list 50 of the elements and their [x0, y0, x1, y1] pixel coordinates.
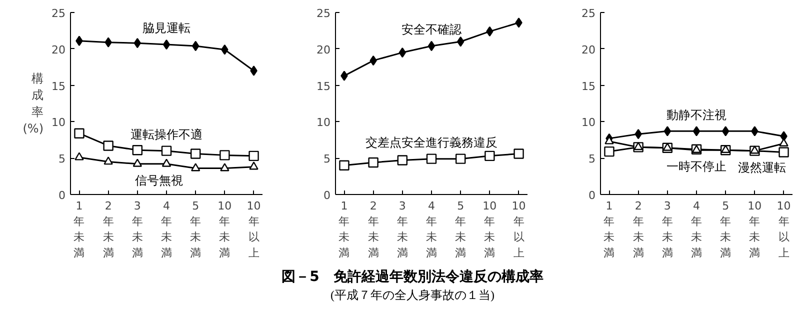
x-tick-label: 2年未満 — [632, 200, 644, 260]
x-tick-label: 3年未満 — [396, 200, 408, 260]
x-tick-label: 2年未満 — [102, 200, 114, 260]
series-label: 動静不注視 — [666, 108, 726, 122]
text: (平成７年の全人身事故の１当) — [330, 287, 496, 304]
x-tick-label: 3年未満 — [132, 200, 143, 260]
y-tick-label: 0 — [588, 189, 596, 202]
y-axis-title: 構成率(%) — [22, 71, 44, 136]
y-tick-label: 5 — [58, 152, 66, 166]
x-tick-label: 3年未満 — [662, 200, 673, 260]
x-tick-label: 4年未満 — [426, 200, 437, 260]
x-tick-label: 10年未満 — [482, 200, 497, 260]
y-tick-label: 5 — [324, 152, 330, 166]
y-tick-label: 0 — [58, 189, 66, 202]
x-tick-label: 10年以上 — [246, 200, 261, 260]
series-label: 一時不停止 — [666, 159, 726, 174]
y-tick-label: 10 — [316, 116, 331, 130]
text: 図－5 免許経過年数別法令違反の構成率 — [282, 268, 544, 287]
y-tick-label: 25 — [582, 7, 596, 20]
x-tick-label: 4年未満 — [161, 200, 172, 260]
y-tick-label: 20 — [52, 43, 66, 56]
y-tick-label: 20 — [582, 43, 596, 56]
series-label: 信号無視 — [135, 173, 184, 188]
y-tick-label: 10 — [582, 116, 596, 130]
x-tick-label: 2年未満 — [368, 200, 379, 260]
y-tick-label: 15 — [582, 80, 596, 93]
series-label: 運転操作不適 — [130, 127, 202, 142]
y-tick-label: 10 — [52, 116, 66, 130]
x-tick-label: 4年未満 — [691, 200, 702, 260]
series-label: 脇見運転 — [142, 21, 190, 36]
x-tick-label: 1年未満 — [74, 200, 85, 260]
series-label: 交差点安全進行義務違反 — [366, 135, 498, 150]
x-tick-label: 5年未満 — [455, 200, 466, 260]
y-tick-label: 15 — [52, 80, 66, 93]
y-tick-label: 25 — [316, 7, 331, 20]
x-tick-label: 10年未満 — [218, 200, 232, 260]
x-tick-label: 5年未満 — [190, 200, 202, 260]
y-tick-label: 0 — [324, 189, 330, 202]
x-tick-label: 10年以上 — [512, 200, 526, 260]
y-tick-label: 5 — [588, 152, 596, 166]
x-tick-label: 10年未満 — [748, 200, 762, 260]
series-label: 漫然運転 — [738, 160, 786, 175]
y-tick-label: 25 — [52, 7, 66, 20]
series-label: 安全不確認 — [402, 22, 462, 37]
x-tick-label: 1年未満 — [604, 200, 615, 260]
x-tick-label: 5年未満 — [720, 200, 732, 260]
y-tick-label: 15 — [316, 80, 331, 93]
y-tick-label: 20 — [316, 43, 331, 56]
x-tick-label: 1年未満 — [338, 200, 350, 260]
x-tick-label: 10年以上 — [776, 200, 791, 260]
